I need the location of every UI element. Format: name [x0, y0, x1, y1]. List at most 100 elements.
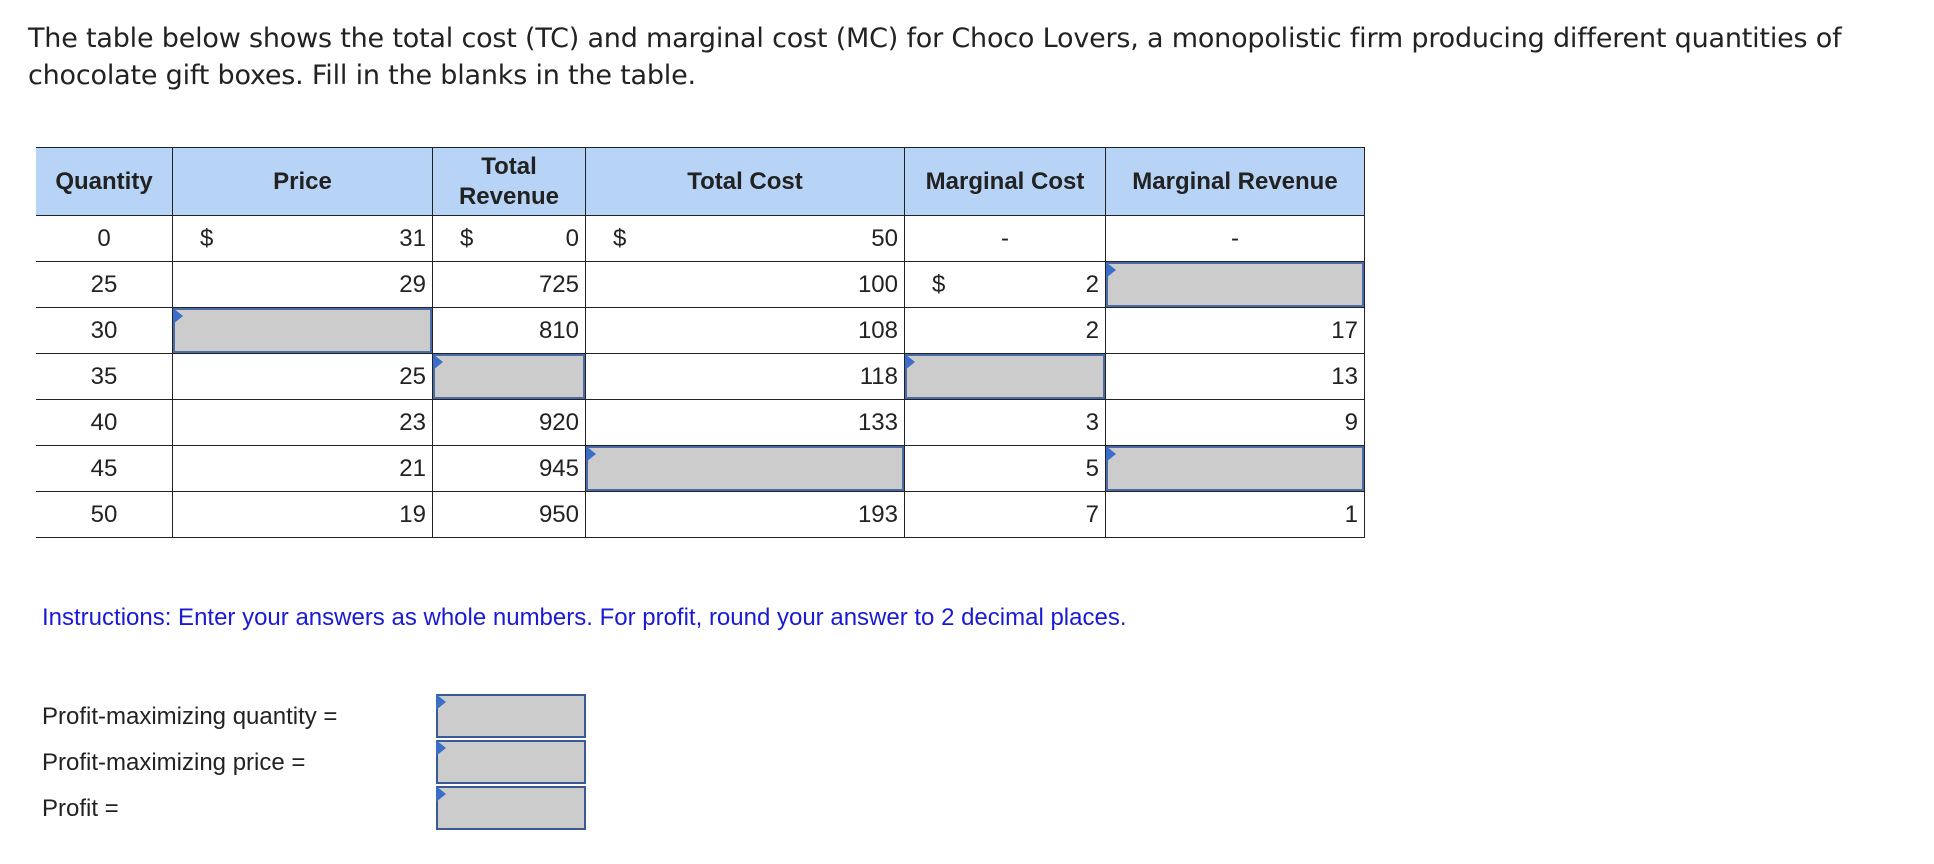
- total-revenue-cell: 810: [432, 307, 586, 354]
- header-total-revenue-line1: Total: [481, 152, 537, 180]
- marginal-cost-cell: $ 2: [904, 261, 1106, 308]
- header-total-cost: Total Cost: [585, 147, 905, 216]
- marginal-revenue-input-cell[interactable]: [1105, 261, 1365, 308]
- marginal-cost-value: 5: [1085, 454, 1099, 482]
- quantity-cell: 30: [36, 307, 173, 354]
- input-marker-icon: [905, 354, 915, 370]
- table-row: 40 23 920 133 3 9: [36, 399, 1365, 446]
- problem-statement: The table below shows the total cost (TC…: [28, 23, 1842, 91]
- price-cell: 29: [172, 261, 433, 308]
- profit-max-price-label: Profit-maximizing price =: [42, 749, 306, 776]
- price-value: 21: [399, 454, 426, 482]
- marginal-cost-value: 2: [1085, 270, 1099, 298]
- input-marker-icon: [436, 740, 446, 756]
- answer-row-quantity: Profit-maximizing quantity =: [42, 694, 602, 740]
- marginal-revenue-value: 9: [1344, 408, 1358, 436]
- total-cost-value: 108: [857, 316, 898, 344]
- total-cost-input-q45[interactable]: [586, 446, 904, 491]
- marginal-cost-value: 7: [1085, 500, 1099, 528]
- header-marginal-revenue: Marginal Revenue: [1105, 147, 1365, 216]
- header-total-revenue: Total Revenue: [432, 147, 586, 216]
- total-revenue-value: 920: [538, 408, 579, 436]
- marginal-revenue-cell: 17: [1105, 307, 1365, 354]
- table-row: 50 19 950 193 7 1: [36, 491, 1365, 538]
- total-revenue-cell: 920: [432, 399, 586, 446]
- total-revenue-input-cell[interactable]: [432, 353, 586, 400]
- total-cost-value: 193: [857, 500, 898, 528]
- marginal-revenue-cell: -: [1105, 215, 1365, 262]
- answer-row-price: Profit-maximizing price =: [42, 740, 602, 786]
- total-revenue-value: 0: [565, 224, 579, 252]
- total-cost-input-cell[interactable]: [585, 445, 905, 492]
- quantity-cell: 0: [36, 215, 173, 262]
- cost-revenue-table: Quantity Price Total Revenue Total Cost …: [36, 147, 1365, 538]
- marginal-cost-input-cell[interactable]: [904, 353, 1106, 400]
- table-row: 35 25 118 13: [36, 353, 1365, 400]
- currency-symbol: $: [932, 270, 946, 298]
- price-cell: 21: [172, 445, 433, 492]
- marginal-cost-value: 3: [1085, 408, 1099, 436]
- profit-input-box[interactable]: [436, 786, 586, 830]
- answer-section: Profit-maximizing quantity = Profit-maxi…: [42, 694, 602, 832]
- total-revenue-input-q35[interactable]: [433, 354, 585, 399]
- price-value: 19: [399, 500, 426, 528]
- marginal-revenue-value: 13: [1331, 362, 1358, 390]
- total-cost-cell: 100: [585, 261, 905, 308]
- marginal-cost-cell: 5: [904, 445, 1106, 492]
- total-revenue-value: 945: [538, 454, 579, 482]
- total-revenue-value: 725: [538, 270, 579, 298]
- total-cost-value: 50: [871, 224, 898, 252]
- marginal-revenue-input-cell[interactable]: [1105, 445, 1365, 492]
- input-marker-icon: [1106, 262, 1116, 278]
- quantity-cell: 40: [36, 399, 173, 446]
- quantity-cell: 25: [36, 261, 173, 308]
- table-row: 30 810 108 2 17: [36, 307, 1365, 354]
- total-cost-cell: 108: [585, 307, 905, 354]
- profit-max-quantity-label: Profit-maximizing quantity =: [42, 703, 338, 730]
- price-cell: $ 31: [172, 215, 433, 262]
- marginal-cost-cell: 2: [904, 307, 1106, 354]
- total-cost-cell: 118: [585, 353, 905, 400]
- marginal-revenue-value: 17: [1331, 316, 1358, 344]
- total-revenue-cell: $ 0: [432, 215, 586, 262]
- profit-input[interactable]: [436, 786, 586, 830]
- total-revenue-value: 950: [538, 500, 579, 528]
- table-row: 0 $ 31 $ 0 $ 50 - -: [36, 215, 1365, 262]
- quantity-cell: 45: [36, 445, 173, 492]
- total-revenue-cell: 945: [432, 445, 586, 492]
- header-marginal-cost: Marginal Cost: [904, 147, 1106, 216]
- answer-row-profit: Profit =: [42, 786, 602, 832]
- marginal-revenue-value: 1: [1344, 500, 1358, 528]
- marginal-revenue-cell: 13: [1105, 353, 1365, 400]
- total-revenue-value: 810: [538, 316, 579, 344]
- header-total-revenue-line2: Revenue: [458, 182, 560, 210]
- marginal-revenue-input-q45[interactable]: [1106, 446, 1364, 491]
- total-cost-cell: $ 50: [585, 215, 905, 262]
- input-marker-icon: [436, 694, 446, 710]
- currency-symbol: $: [460, 224, 474, 252]
- profit-max-price-input[interactable]: [436, 740, 586, 784]
- marginal-cost-cell: 7: [904, 491, 1106, 538]
- price-value: 25: [399, 362, 426, 390]
- profit-max-quantity-input-box[interactable]: [436, 694, 586, 738]
- total-cost-value: 118: [859, 362, 898, 390]
- input-marker-icon: [433, 354, 443, 370]
- table-header-row: Quantity Price Total Revenue Total Cost …: [36, 147, 1365, 216]
- profit-label: Profit =: [42, 795, 119, 822]
- marginal-cost-input-q35[interactable]: [905, 354, 1105, 399]
- header-price: Price: [172, 147, 433, 216]
- marginal-revenue-input-q25[interactable]: [1106, 262, 1364, 307]
- currency-symbol: $: [613, 224, 627, 252]
- quantity-cell: 35: [36, 353, 173, 400]
- price-input-cell[interactable]: [172, 307, 433, 354]
- table-row: 45 21 945 5: [36, 445, 1365, 492]
- profit-max-price-input-box[interactable]: [436, 740, 586, 784]
- price-cell: 23: [172, 399, 433, 446]
- price-input-q30[interactable]: [173, 308, 432, 353]
- profit-max-quantity-input[interactable]: [436, 694, 586, 738]
- price-cell: 19: [172, 491, 433, 538]
- total-revenue-cell: 950: [432, 491, 586, 538]
- input-marker-icon: [436, 786, 446, 802]
- price-cell: 25: [172, 353, 433, 400]
- header-quantity: Quantity: [36, 147, 173, 216]
